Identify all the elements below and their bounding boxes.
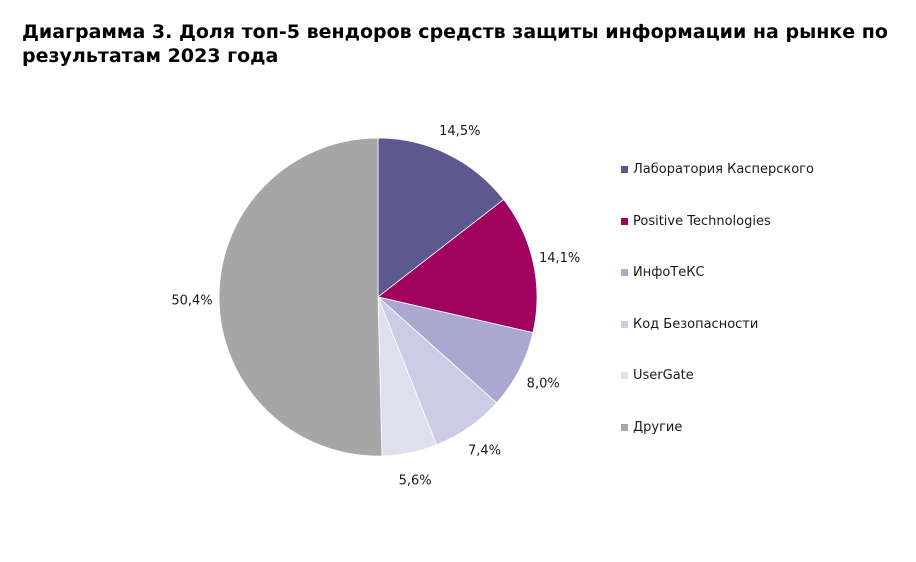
legend: Лаборатория Касперского Positive Technolo… [621,160,814,470]
legend-item: Positive Technologies [621,212,814,231]
legend-item: Код Безопасности [621,315,814,334]
pie-slice [218,137,383,457]
legend-label: Код Безопасности [633,316,759,332]
data-label: 14,5% [439,124,480,139]
pie-slice [377,137,505,298]
legend-label: ИнфоТеКС [633,265,705,281]
legend-item: UserGate [621,366,814,385]
data-label: 8,0% [527,377,560,392]
legend-item: ИнфоТеКС [621,263,814,282]
legend-label: UserGate [633,368,694,384]
legend-swatch [621,166,628,173]
legend-swatch [621,372,628,380]
legend-swatch [621,269,628,277]
data-label: 5,6% [399,473,432,488]
pie-slice [377,198,538,334]
legend-swatch [621,217,628,225]
data-label: 50,4% [171,293,212,308]
legend-label: Лаборатория Касперского [633,162,814,177]
legend-item: Лаборатория Касперского [621,160,814,179]
chart-title: Диаграмма 3. Доля топ-5 вендоров средств… [22,21,888,67]
legend-item: Другие [621,418,814,437]
legend-swatch [621,423,628,431]
data-label: 7,4% [468,444,501,459]
legend-swatch [621,320,628,328]
legend-label: Positive Technologies [633,213,771,229]
legend-label: Другие [633,419,683,435]
data-label: 14,1% [539,251,580,266]
